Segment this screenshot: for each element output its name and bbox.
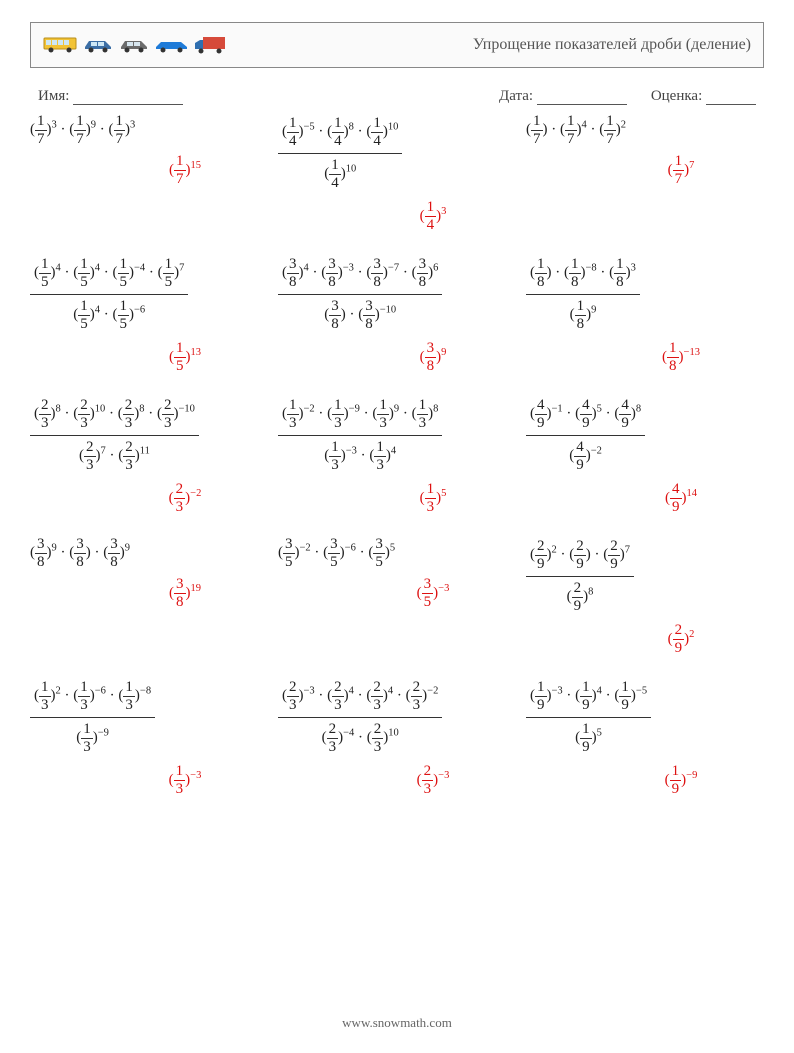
problem-row: (17)3 · (17)9 · (17)3(17)15(14)−5 · (14)… <box>30 113 764 234</box>
grade-label: Оценка: <box>651 88 702 104</box>
date-blank[interactable] <box>537 89 627 105</box>
bus-icon <box>43 36 79 54</box>
problem-cell: (49)−1 · (49)5 · (49)8(49)−2(49)14 <box>526 395 764 516</box>
problem-cell: (29)2 · (29) · (29)7(29)8(29)2 <box>526 536 764 657</box>
footer-text: www.snowmath.com <box>0 1015 794 1031</box>
car-icon <box>119 36 151 54</box>
info-line: Имя: Дата: Оценка: <box>38 88 756 105</box>
name-blank[interactable] <box>73 89 183 105</box>
problem-cell: (14)−5 · (14)8 · (14)10(14)10(14)3 <box>278 113 516 234</box>
worksheet-page: Упрощение показателей дроби (деление) Им… <box>0 0 794 1053</box>
vehicle-icons <box>43 35 229 55</box>
grade-blank[interactable] <box>706 89 756 105</box>
problem-cell: (19)−3 · (19)4 · (19)−5(19)5(19)−9 <box>526 677 764 798</box>
name-label: Имя: <box>38 88 69 104</box>
problem-cell: (23)8 · (23)10 · (23)8 · (23)−10(23)7 · … <box>30 395 268 516</box>
truck-icon <box>193 35 229 55</box>
header-bar: Упрощение показателей дроби (деление) <box>30 22 764 68</box>
problem-cell: (18) · (18)−8 · (18)3(18)9(18)−13 <box>526 254 764 375</box>
problem-row: (15)4 · (15)4 · (15)−4 · (15)7(15)4 · (1… <box>30 254 764 375</box>
problem-cell: (17)3 · (17)9 · (17)3(17)15 <box>30 113 268 234</box>
problem-cell: (13)−2 · (13)−9 · (13)9 · (13)8(13)−3 · … <box>278 395 516 516</box>
grade-field: Оценка: <box>651 88 756 105</box>
problem-cell: (13)2 · (13)−6 · (13)−8(13)−9(13)−3 <box>30 677 268 798</box>
problem-row: (13)2 · (13)−6 · (13)−8(13)−9(13)−3(23)−… <box>30 677 764 798</box>
problem-row: (38)9 · (38) · (38)9(38)19(35)−2 · (35)−… <box>30 536 764 657</box>
problem-cell: (35)−2 · (35)−6 · (35)5(35)−3 <box>278 536 516 657</box>
car-icon <box>83 36 115 54</box>
date-field: Дата: <box>499 88 627 105</box>
problem-cell: (15)4 · (15)4 · (15)−4 · (15)7(15)4 · (1… <box>30 254 268 375</box>
problem-row: (23)8 · (23)10 · (23)8 · (23)−10(23)7 · … <box>30 395 764 516</box>
car-icon <box>155 36 189 54</box>
date-label: Дата: <box>499 88 533 104</box>
problem-grid: (17)3 · (17)9 · (17)3(17)15(14)−5 · (14)… <box>30 113 764 798</box>
problem-cell: (17) · (17)4 · (17)2(17)7 <box>526 113 764 234</box>
problem-cell: (38)4 · (38)−3 · (38)−7 · (38)6(38) · (3… <box>278 254 516 375</box>
worksheet-title: Упрощение показателей дроби (деление) <box>473 36 751 54</box>
name-field: Имя: <box>38 88 183 105</box>
problem-cell: (38)9 · (38) · (38)9(38)19 <box>30 536 268 657</box>
problem-cell: (23)−3 · (23)4 · (23)4 · (23)−2(23)−4 · … <box>278 677 516 798</box>
